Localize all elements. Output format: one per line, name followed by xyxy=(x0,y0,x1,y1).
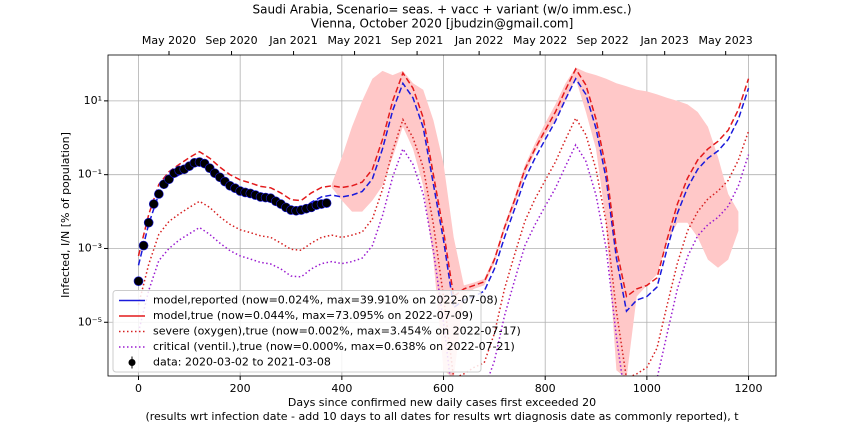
legend-label: severe (oxygen),true (now=0.002%, max=3.… xyxy=(153,325,521,338)
chart-title: Saudi Arabia, Scenario= seas. + vacc + v… xyxy=(252,3,631,17)
y-axis-label: Infected, I/N [% of population] xyxy=(59,132,72,298)
axes-frame xyxy=(107,54,777,377)
x2-tick-label: Jan 2023 xyxy=(639,34,688,47)
x2-tick-label: May 2023 xyxy=(699,34,753,47)
x2-tick-label: Sep 2020 xyxy=(205,34,257,47)
legend-label: critical (ventil.),true (now=0.000%, max… xyxy=(153,340,515,353)
data-point xyxy=(154,189,164,199)
series-line xyxy=(137,116,750,376)
legend-box xyxy=(112,290,482,373)
data-point xyxy=(321,198,332,208)
x-tick-label: 200 xyxy=(230,382,251,395)
data-point xyxy=(133,276,144,286)
x2-tick-label: Jan 2022 xyxy=(454,34,503,47)
legend-label: data: 2020-03-02 to 2021-03-08 xyxy=(153,356,331,369)
x-axis-label: Days since confirmed new daily cases fir… xyxy=(288,396,596,409)
chart-subtitle: Vienna, October 2020 [jbudzin@gmail.com] xyxy=(311,17,574,31)
y-tick-label: 10¹ xyxy=(84,94,102,107)
y-tick-label: 10⁻⁵ xyxy=(78,315,102,328)
x2-tick-label: May 2021 xyxy=(327,34,381,47)
data-point xyxy=(138,240,149,251)
x2-tick-label: Sep 2021 xyxy=(391,34,443,47)
x-tick-label: 400 xyxy=(331,382,352,395)
series-line xyxy=(137,143,750,376)
uncertainty-band xyxy=(331,67,739,376)
data-point xyxy=(148,199,159,209)
x-tick-label: 800 xyxy=(535,382,556,395)
x2-tick-label: Jan 2021 xyxy=(268,34,317,47)
y-tick-label: 10⁻¹ xyxy=(78,168,102,181)
series-line xyxy=(137,67,750,298)
x-tick-label: 600 xyxy=(433,382,454,395)
y-tick-label: 10⁻³ xyxy=(78,241,102,254)
x-axis-label-2: (results wrt infection date - add 10 day… xyxy=(145,410,739,423)
x-tick-label: 1200 xyxy=(735,382,763,395)
x2-tick-label: Sep 2022 xyxy=(577,34,629,47)
legend-label: model,true (now=0.044%, max=73.095% on 2… xyxy=(153,309,473,322)
x2-tick-label: May 2020 xyxy=(142,34,196,47)
legend-label: model,reported (now=0.024%, max=39.910% … xyxy=(153,294,498,307)
data-point xyxy=(143,217,154,228)
x-tick-label: 0 xyxy=(135,382,142,395)
plot-area xyxy=(108,55,776,376)
x-tick-label: 1000 xyxy=(633,382,661,395)
axes: 10¹ 10⁻¹ 10⁻³ 10⁻⁵ 0 200 400 600 800 1000 1200 May … xyxy=(78,34,777,395)
data-point xyxy=(164,174,174,185)
x2-tick-label: May 2022 xyxy=(513,34,567,47)
